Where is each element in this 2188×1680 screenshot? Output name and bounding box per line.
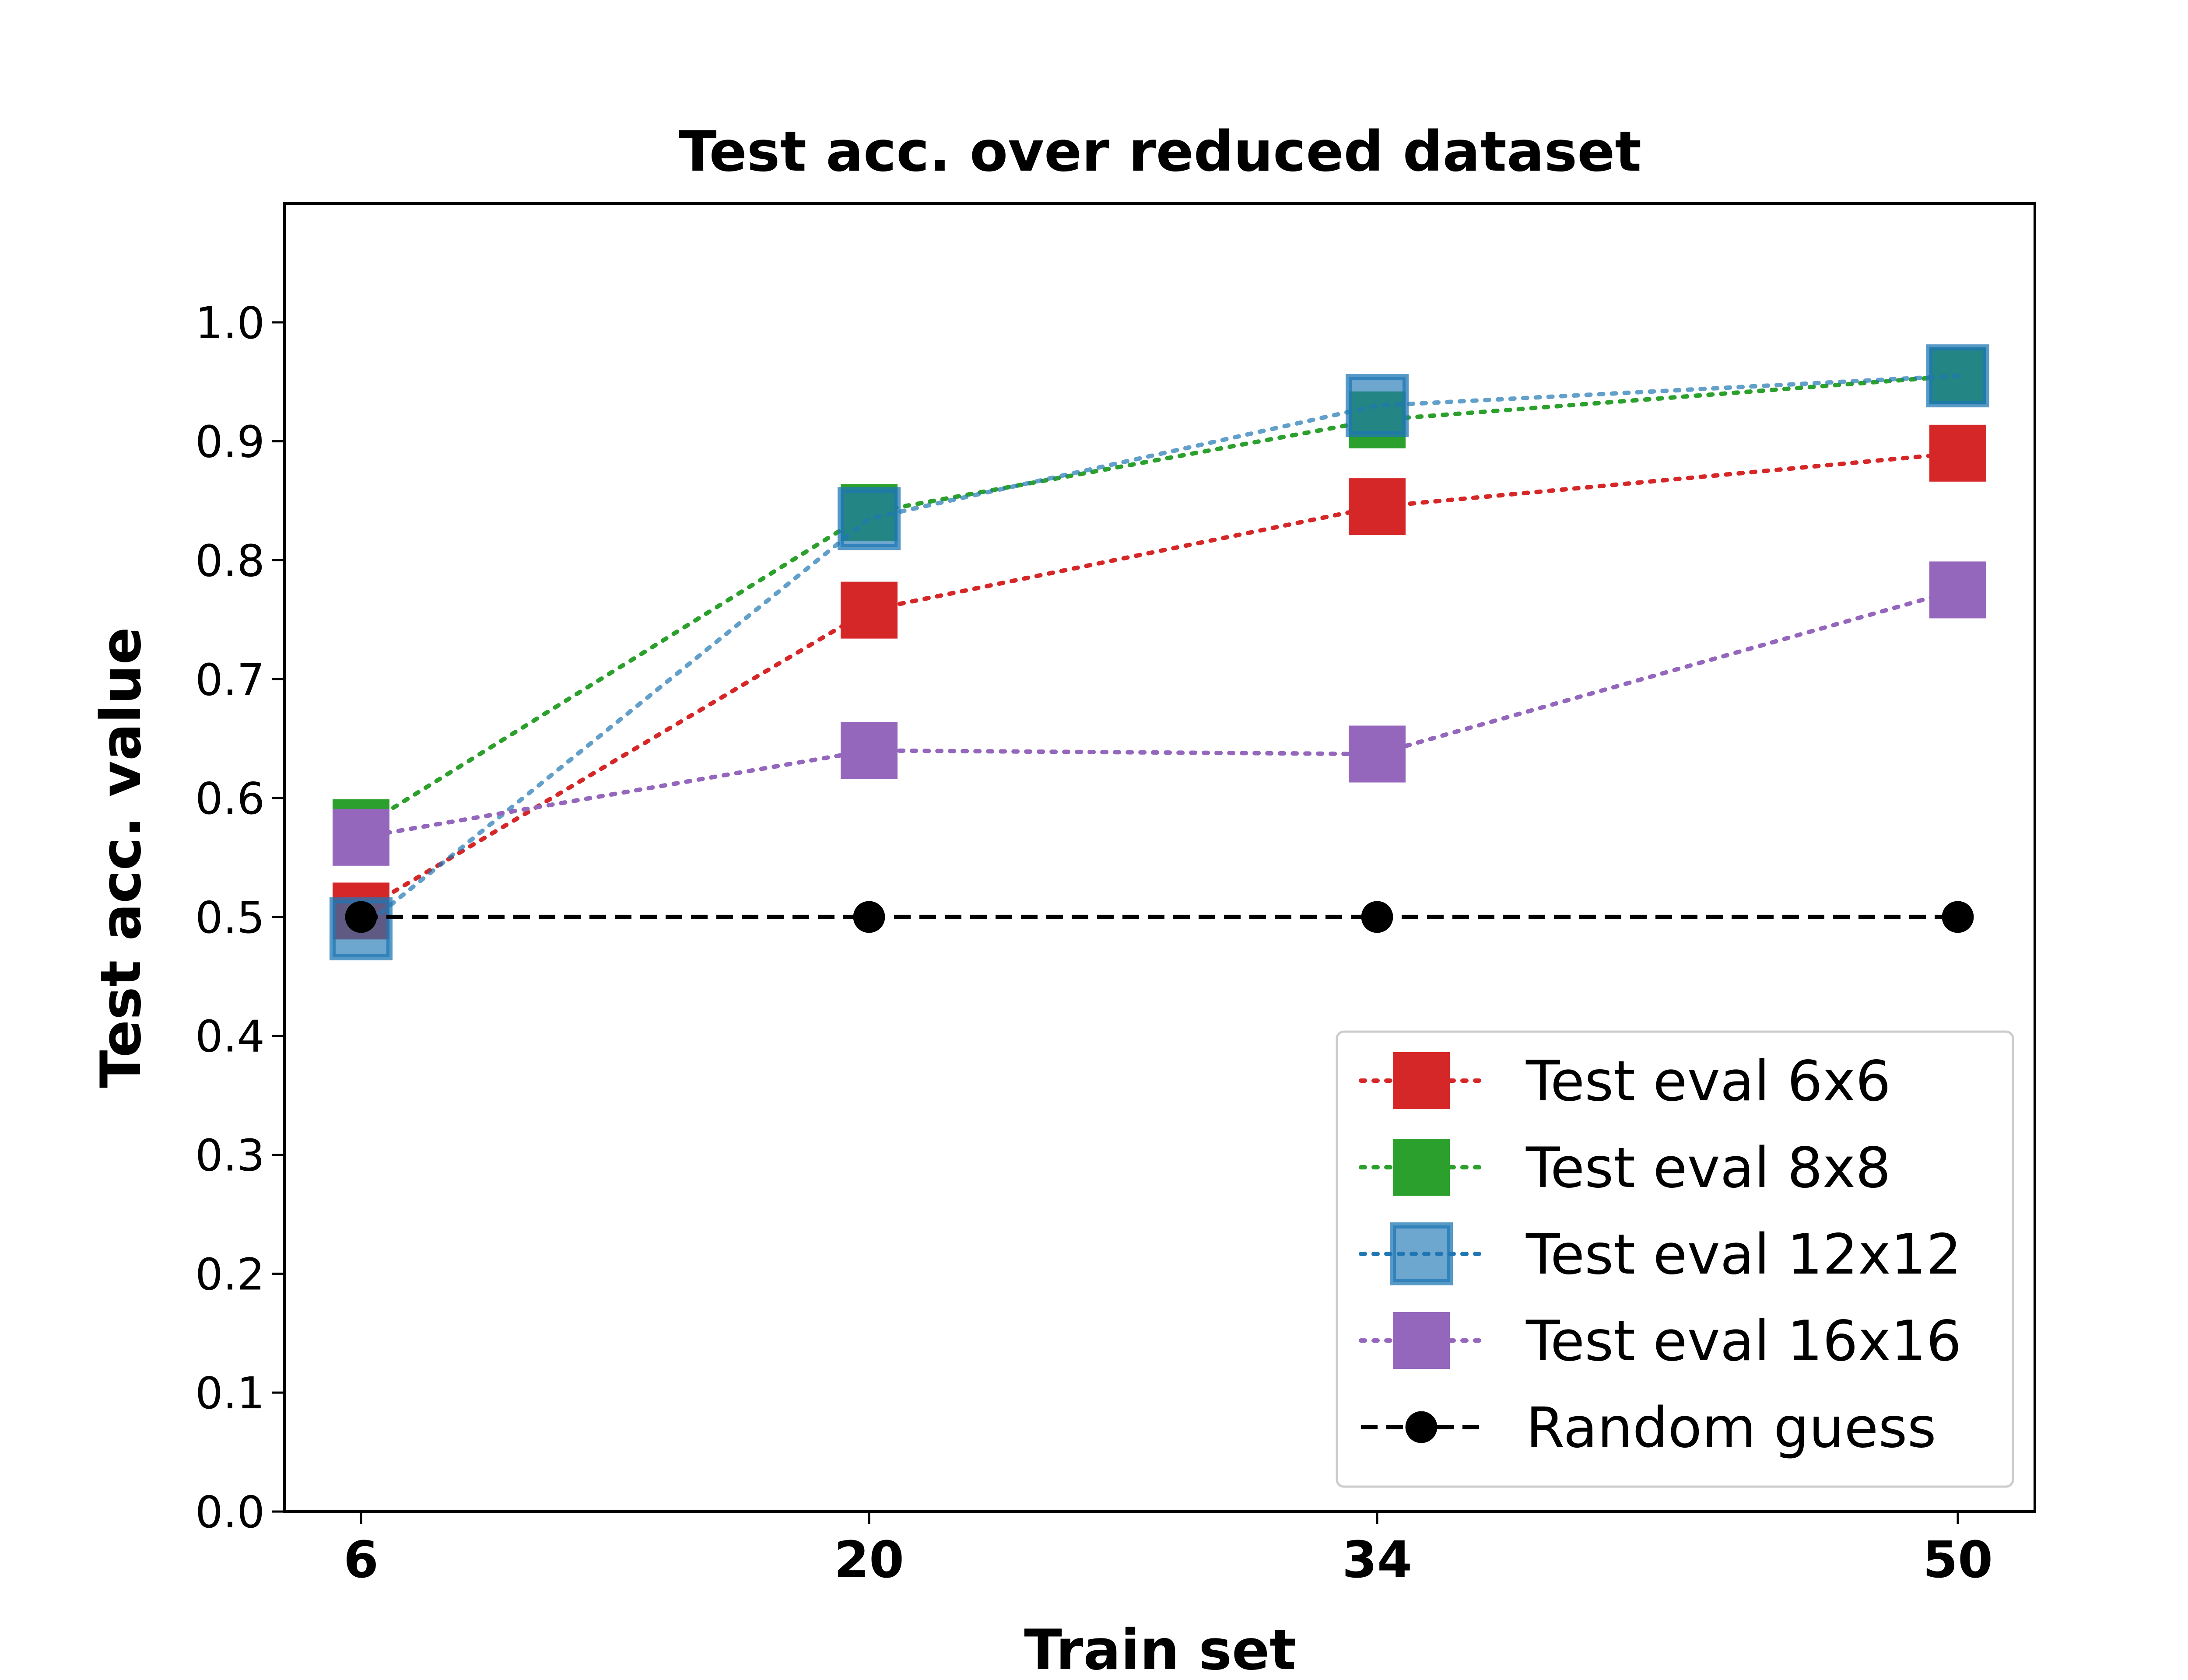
- series-line: [359, 374, 1960, 931]
- y-tick-label: 0.3: [195, 1130, 265, 1181]
- legend-label: Test eval 12x12: [1525, 1222, 1962, 1287]
- square-marker: [1349, 478, 1406, 536]
- square-marker: [1393, 1312, 1450, 1369]
- legend-entry: Test eval 6x6: [1359, 1049, 1891, 1113]
- legend-label: Random guess: [1526, 1395, 1936, 1460]
- legend-label: Test eval 16x16: [1525, 1309, 1962, 1373]
- series-0: [333, 424, 1986, 940]
- y-tick-label: 1.0: [195, 298, 265, 349]
- x-tick-label: 6: [344, 1531, 379, 1589]
- circle-marker: [1361, 901, 1393, 933]
- square-marker: [333, 808, 389, 866]
- legend-entry: Test eval 12x12: [1359, 1222, 1962, 1287]
- series-line: [359, 451, 1960, 914]
- legend-label: Test eval 6x6: [1525, 1049, 1891, 1113]
- square-marker: [841, 722, 898, 779]
- square-marker: [841, 581, 898, 639]
- x-tick-label: 50: [1923, 1531, 1993, 1589]
- series-3: [333, 561, 1986, 866]
- y-tick-label: 0.7: [195, 654, 265, 705]
- square-marker: [1349, 725, 1406, 783]
- square-marker: [838, 487, 901, 550]
- x-tick-label: 34: [1342, 1531, 1412, 1589]
- x-axis-label: Train set: [1024, 1617, 1296, 1680]
- y-tick-label: 0.6: [195, 773, 265, 824]
- legend-box: [1336, 1030, 2014, 1488]
- square-marker: [1393, 1052, 1450, 1109]
- series-4: [345, 901, 1974, 933]
- square-marker: [1390, 1222, 1453, 1285]
- y-tick-label: 0.4: [195, 1011, 265, 1062]
- square-marker: [1346, 374, 1409, 438]
- circle-marker: [853, 901, 885, 933]
- y-axis-label: Test acc. value: [88, 627, 153, 1088]
- series-line: [359, 588, 1960, 840]
- square-marker: [1393, 1139, 1450, 1196]
- legend-entry: Test eval 8x8: [1359, 1135, 1891, 1200]
- plot-area: 0.0 0.1 0.2 0.3 0.4 0.5 0.6 0.7 0.8 0.9 1.0 6 20 34 50: [195, 202, 2036, 1589]
- series-line: [359, 374, 1960, 830]
- y-tick-label: 0.5: [195, 892, 265, 943]
- square-marker: [1929, 424, 1986, 482]
- circle-marker: [1942, 901, 1974, 933]
- legend-entry: Test eval 16x16: [1359, 1309, 1962, 1373]
- legend: Test eval 6x6 Test eval 8x8 Test eval 12x1…: [1336, 1030, 2014, 1488]
- legend-entry: Random guess: [1361, 1395, 1936, 1460]
- square-marker: [1929, 561, 1986, 619]
- chart-title: Test acc. over reduced dataset: [679, 119, 1641, 184]
- y-tick-label: 0.9: [195, 416, 265, 468]
- series-2: [330, 344, 1989, 961]
- y-tick-label: 0.0: [195, 1487, 265, 1538]
- square-marker: [1926, 344, 1989, 408]
- y-tick-label: 0.8: [195, 535, 265, 586]
- circle-marker: [345, 901, 377, 933]
- y-tick-label: 0.1: [195, 1368, 265, 1419]
- legend-label: Test eval 8x8: [1525, 1135, 1891, 1200]
- x-tick-label: 20: [834, 1531, 904, 1589]
- circle-marker: [1405, 1411, 1438, 1443]
- y-tick-label: 0.2: [195, 1249, 265, 1300]
- plot-frame: [283, 202, 2036, 1513]
